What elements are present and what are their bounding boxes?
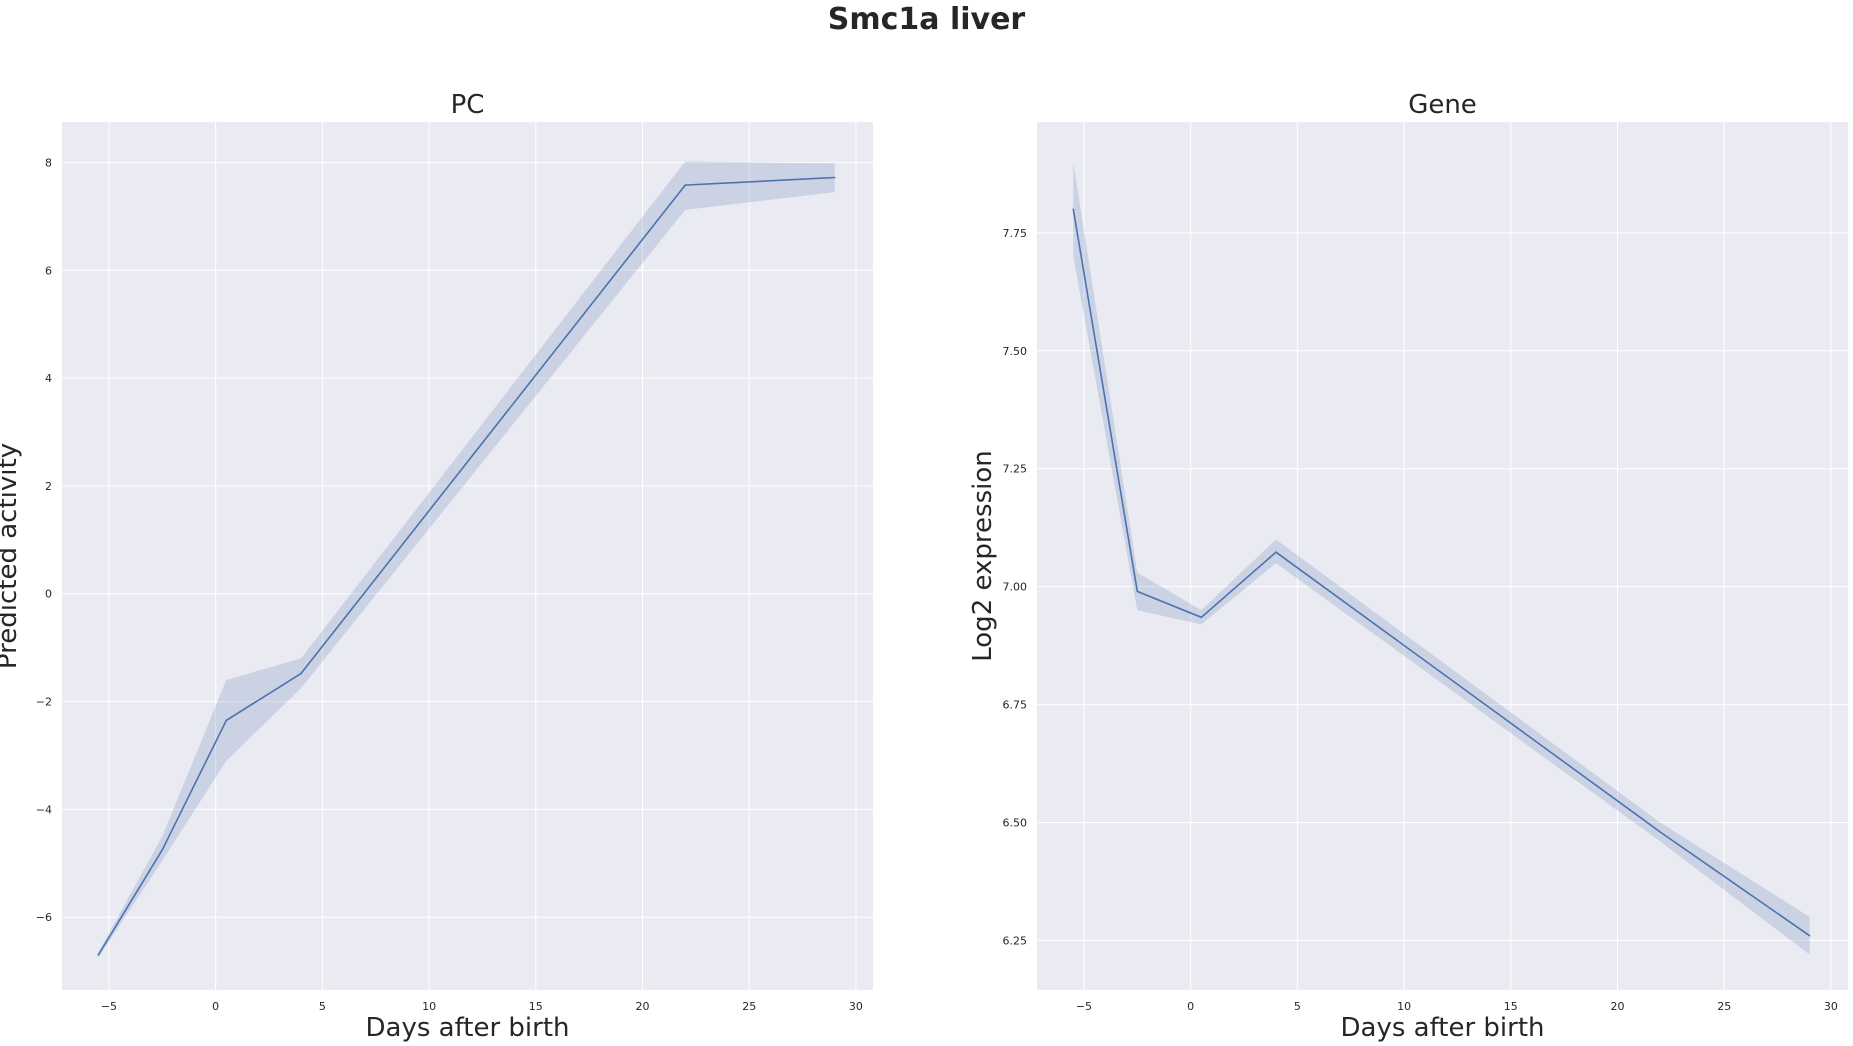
x-tick-label: −5 [1076,1000,1092,1013]
series-line [97,176,835,956]
x-tick-label: 0 [212,1000,219,1013]
y-tick-label: 6.50 [1003,817,1028,830]
data-point [1072,208,1075,211]
panel-title: PC [451,90,485,120]
data-point [833,176,836,179]
x-tick-label: 20 [1611,1000,1625,1013]
y-tick-label: 7.25 [1003,463,1028,476]
data-point [1275,551,1277,554]
plot-background [1037,122,1848,990]
x-tick-label: 20 [636,1000,650,1013]
y-tick-label: −6 [36,911,52,924]
x-tick-label: 15 [529,1000,543,1013]
data-point [97,954,100,956]
y-tick-label: 7.75 [1003,227,1028,240]
plot-background [62,122,873,990]
data-point [684,184,686,186]
figure-title: Smc1a liver [827,2,1026,37]
y-tick-label: 7.50 [1003,345,1028,358]
chart-panel-1: −5 0 5 10 15 20 25 30 −6 −4 −2 0 2 4 6 8 PC Days after bi… [0,90,873,1043]
x-tick-label: 15 [1504,1000,1518,1013]
y-tick-label: 6.75 [1003,699,1028,712]
y-tick-label: 6 [45,264,52,277]
panel-title: Gene [1408,90,1477,120]
x-tick-label: −5 [101,1000,117,1013]
data-point [225,719,228,722]
x-tick-label: 25 [1717,1000,1731,1013]
data-point [300,672,302,675]
data-point [161,849,164,851]
x-tick-label: 10 [1397,1000,1411,1013]
confidence-band [1073,162,1810,955]
y-tick-label: −4 [36,803,52,816]
data-point [1200,616,1203,619]
y-tick-label: −2 [36,696,52,709]
x-tick-label: 25 [742,1000,756,1013]
y-tick-label: 6.25 [1003,934,1028,947]
x-tick-label: 5 [1294,1000,1301,1013]
y-axis-label: Predicted activity [0,443,23,669]
y-axis-label: Log2 expression [968,450,998,662]
y-tick-label: 0 [45,588,52,601]
data-point [1808,934,1811,937]
data-point [1659,831,1661,833]
x-tick-label: 10 [422,1000,436,1013]
chart-panel-2: −5 0 5 10 15 20 25 30 6.25 6.50 6.75 7.00 7.25 7.50 7.… [968,90,1848,1043]
x-tick-label: 5 [319,1000,326,1013]
x-tick-label: 30 [849,1000,863,1013]
series-line [1072,209,1811,937]
y-tick-label: 8 [45,156,52,169]
x-axis-label: Days after birth [1340,1013,1544,1043]
y-tick-label: 7.00 [1003,581,1028,594]
y-tick-label: 4 [45,372,52,385]
x-tick-label: 30 [1824,1000,1838,1013]
x-tick-label: 0 [1187,1000,1194,1013]
x-axis-label: Days after birth [365,1013,569,1043]
data-point [1136,590,1139,593]
y-tick-label: 2 [45,480,52,493]
